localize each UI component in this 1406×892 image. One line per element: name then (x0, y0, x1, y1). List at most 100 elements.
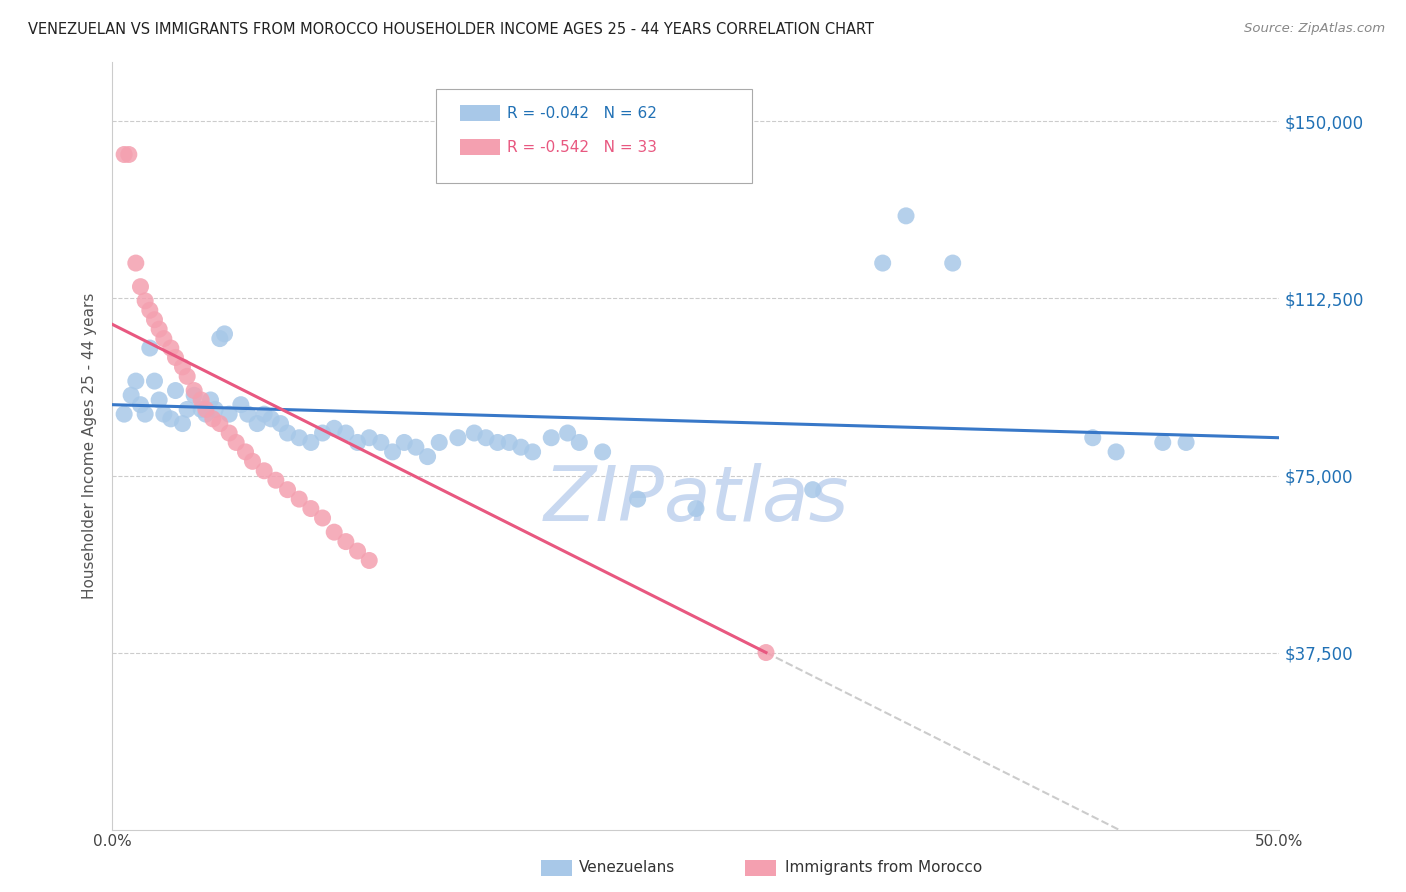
Point (139, 303, 162, 318)
Point (540, 431, 562, 445)
Point (165, 384, 187, 398)
Point (172, 359, 194, 374)
Point (311, 425, 333, 440)
Point (427, 435, 450, 450)
Point (235, 445, 257, 459)
Point (129, 398, 152, 412)
Point (288, 492, 311, 507)
Point (172, 417, 194, 431)
Y-axis label: Householder Income Ages 25 - 44 years: Householder Income Ages 25 - 44 years (82, 293, 97, 599)
Point (942, 256, 965, 270)
Point (160, 341, 183, 355)
Point (176, 369, 198, 384)
Point (208, 332, 231, 346)
Point (299, 501, 322, 516)
Point (416, 450, 439, 464)
Point (236, 407, 259, 421)
Point (134, 407, 156, 421)
Point (627, 492, 650, 507)
Point (463, 425, 485, 440)
Text: Immigrants from Morocco: Immigrants from Morocco (785, 860, 981, 874)
Point (260, 412, 283, 426)
Point (143, 374, 166, 388)
Point (134, 293, 156, 308)
Point (1081, 431, 1104, 445)
Point (299, 435, 322, 450)
Point (148, 392, 170, 407)
Text: Venezuelans: Venezuelans (579, 860, 675, 874)
Point (276, 483, 298, 497)
Point (190, 392, 212, 407)
Point (204, 402, 226, 417)
Point (475, 431, 498, 445)
Point (288, 431, 311, 445)
Point (246, 417, 269, 431)
Point (568, 435, 591, 450)
Point (370, 435, 392, 450)
Point (148, 322, 170, 336)
Point (160, 412, 183, 426)
Point (276, 425, 298, 440)
Point (143, 312, 166, 326)
Text: VENEZUELAN VS IMMIGRANTS FROM MOROCCO HOUSEHOLDER INCOME AGES 25 - 44 YEARS CORR: VENEZUELAN VS IMMIGRANTS FROM MOROCCO HO… (28, 22, 875, 37)
Point (165, 351, 187, 365)
Point (242, 454, 264, 468)
Point (335, 425, 357, 440)
Point (509, 440, 531, 454)
Point (801, 483, 824, 497)
Point (153, 332, 176, 346)
Point (405, 440, 427, 454)
Point (498, 435, 520, 450)
Point (872, 256, 894, 270)
Point (225, 435, 247, 450)
Point (359, 431, 381, 445)
Point (208, 417, 231, 431)
Text: R = -0.042   N = 62: R = -0.042 N = 62 (508, 106, 657, 120)
Point (190, 402, 212, 417)
Point (120, 388, 142, 402)
Point (129, 279, 152, 293)
Point (381, 445, 404, 459)
Point (335, 534, 357, 549)
Point (894, 209, 917, 223)
Point (125, 374, 148, 388)
Point (229, 398, 252, 412)
Point (394, 435, 416, 450)
Point (1105, 445, 1128, 459)
Point (194, 402, 217, 417)
Point (218, 407, 240, 421)
Point (323, 525, 346, 540)
Text: ZIPatlas: ZIPatlas (543, 463, 849, 537)
Point (685, 501, 707, 516)
Point (557, 425, 579, 440)
Point (112, 407, 135, 421)
Point (194, 407, 217, 421)
Point (1152, 435, 1174, 450)
Point (1175, 435, 1198, 450)
Point (323, 421, 346, 435)
Point (346, 435, 368, 450)
Point (218, 425, 240, 440)
Point (359, 553, 381, 567)
Point (183, 384, 205, 398)
Point (486, 435, 509, 450)
Point (311, 511, 333, 525)
Point (522, 445, 544, 459)
Point (200, 392, 222, 407)
Point (176, 402, 198, 417)
Point (270, 417, 292, 431)
Point (201, 412, 224, 426)
Point (253, 407, 276, 421)
Point (112, 147, 135, 161)
Point (125, 256, 148, 270)
Point (264, 473, 287, 487)
Point (139, 341, 162, 355)
Text: R = -0.542   N = 33: R = -0.542 N = 33 (508, 140, 657, 154)
Point (592, 445, 614, 459)
Point (153, 407, 176, 421)
Point (253, 464, 276, 478)
Point (447, 431, 470, 445)
Text: Source: ZipAtlas.com: Source: ZipAtlas.com (1244, 22, 1385, 36)
Point (214, 326, 236, 341)
Point (183, 388, 205, 402)
